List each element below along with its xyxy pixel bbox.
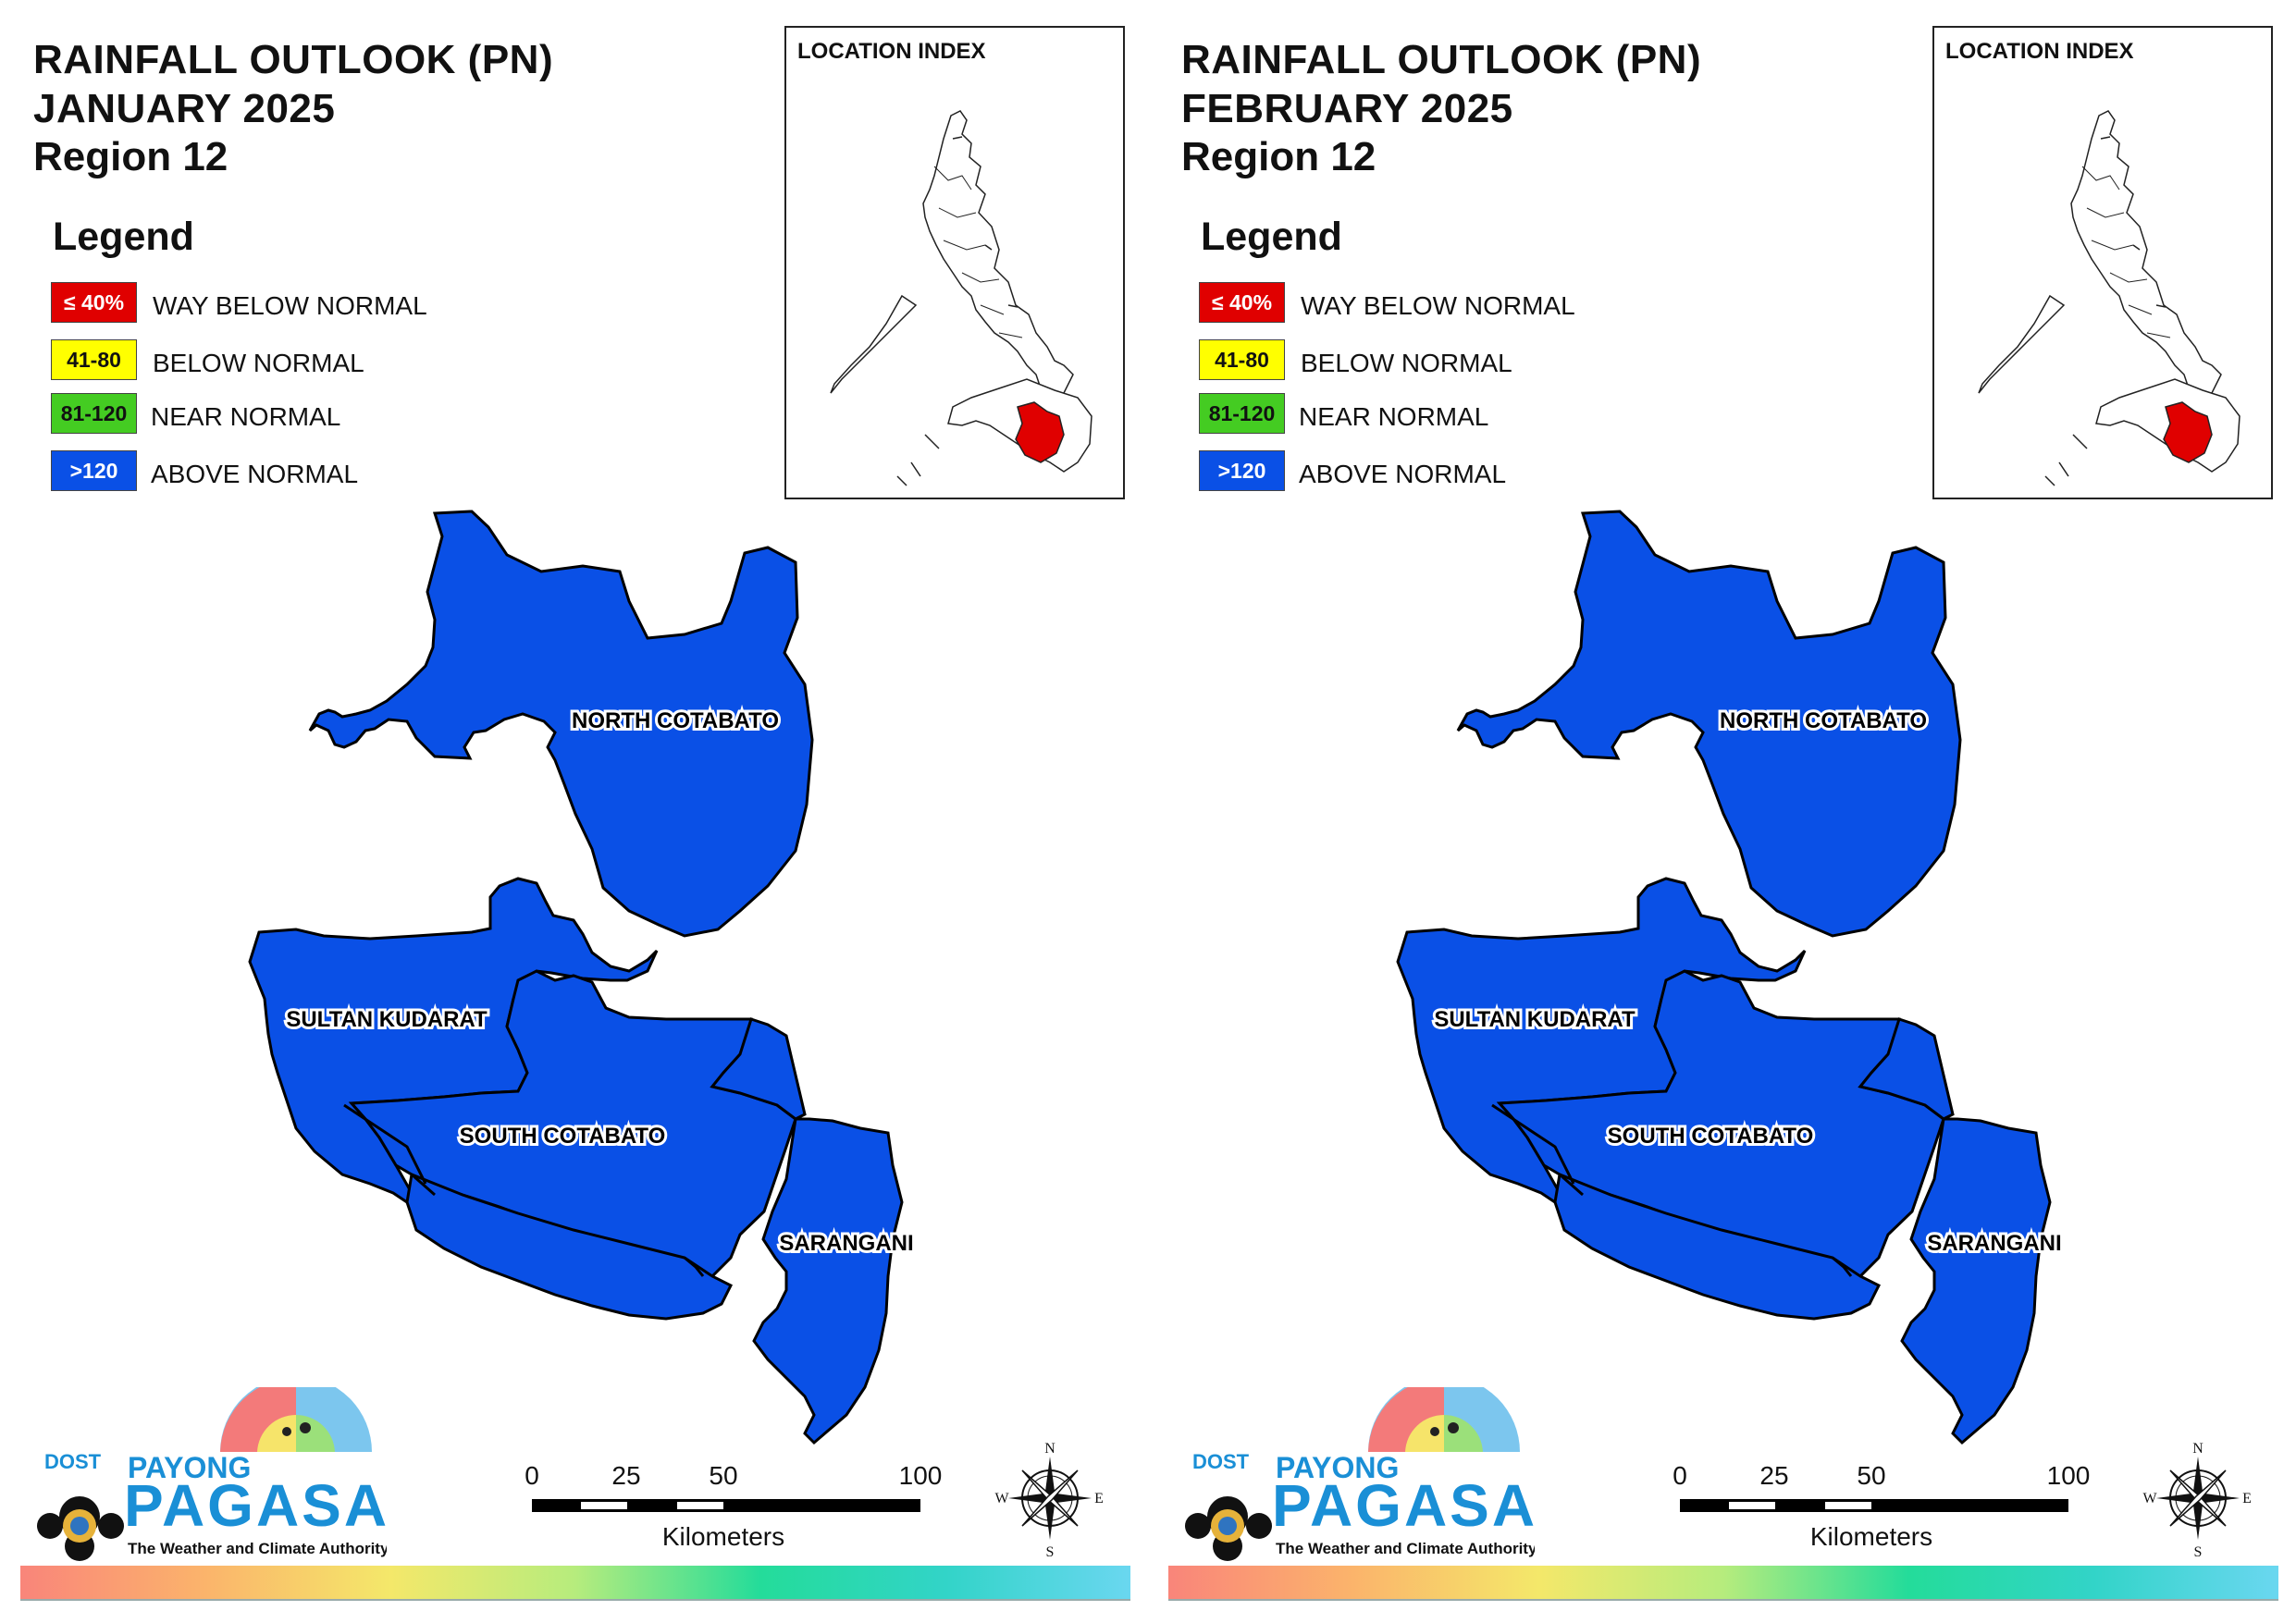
logo-payong: PAYONG: [128, 1451, 251, 1484]
legend-item-below: 41-80 BELOW NORMAL: [51, 339, 495, 382]
legend-item-way-below: ≤ 40% WAY BELOW NORMAL: [1199, 282, 1643, 325]
scale-tick: 100: [899, 1461, 943, 1490]
location-index-inset: LOCATION INDEX: [1932, 26, 2273, 499]
map-period: FEBRUARY 2025: [1181, 86, 1513, 131]
scale-tick: 100: [2047, 1461, 2091, 1490]
inset-title: LOCATION INDEX: [1945, 39, 2134, 64]
scale-tick: 25: [611, 1461, 640, 1490]
scale-unit: Kilometers: [662, 1522, 784, 1551]
color-gradient-bar: [1168, 1566, 2278, 1599]
legend-title: Legend: [53, 215, 194, 259]
legend-label: NEAR NORMAL: [1299, 402, 1489, 431]
label-north-cotabato: NORTH COTABATO: [572, 708, 779, 733]
legend-title: Legend: [1201, 215, 1342, 259]
logo-pagasa: PAGASA: [1272, 1472, 1535, 1539]
legend-swatch: 81-120: [51, 393, 137, 434]
gradient-baseline: [1168, 1599, 2278, 1601]
logo-payong: PAYONG: [1276, 1451, 1399, 1484]
legend-item-above: >120 ABOVE NORMAL: [51, 450, 495, 493]
map-region: Region 12: [1181, 134, 1376, 179]
logo-tagline: The Weather and Climate Authority: [1276, 1540, 1535, 1557]
legend-label: NEAR NORMAL: [151, 402, 341, 431]
panel-january: RAINFALL OUTLOOK (PN) JANUARY 2025 Regio…: [20, 26, 1130, 1601]
compass-rose-icon: N S E W: [994, 1441, 1104, 1558]
label-south-cotabato: SOUTH COTABATO: [460, 1124, 666, 1149]
scale-unit: Kilometers: [1810, 1522, 1932, 1551]
label-south-cotabato: SOUTH COTABATO: [1608, 1124, 1814, 1149]
scale-tick: 50: [709, 1461, 737, 1490]
legend-label: ABOVE NORMAL: [1299, 460, 1507, 488]
map-period: JANUARY 2025: [33, 86, 336, 131]
compass-w: W: [2142, 1491, 2157, 1506]
legend-label: WAY BELOW NORMAL: [153, 291, 427, 320]
legend-item-below: 41-80 BELOW NORMAL: [1199, 339, 1643, 382]
legend-label: ABOVE NORMAL: [151, 460, 359, 488]
legend-label: BELOW NORMAL: [153, 349, 364, 377]
label-sarangani: SARANGANI: [1927, 1231, 2061, 1256]
payong-pagasa-logo: DOST PAYONG PAGASA The Weather and Clima…: [37, 1387, 387, 1561]
legend-label: WAY BELOW NORMAL: [1301, 291, 1575, 320]
payong-pagasa-logo: DOST PAYONG PAGASA The Weather and Clima…: [1185, 1387, 1535, 1561]
legend-swatch: 81-120: [1199, 393, 1285, 434]
logo-dost: DOST: [1192, 1450, 1250, 1473]
scale-tick: 0: [1673, 1461, 1687, 1490]
scale-tick: 0: [525, 1461, 539, 1490]
location-index-inset: LOCATION INDEX: [784, 26, 1125, 499]
color-gradient-bar: [20, 1566, 1130, 1599]
logo-pagasa: PAGASA: [124, 1472, 387, 1539]
inset-title: LOCATION INDEX: [797, 39, 986, 64]
map-title: RAINFALL OUTLOOK (PN): [1181, 37, 1702, 82]
legend-item-above: >120 ABOVE NORMAL: [1199, 450, 1643, 493]
compass-rose-icon: N S E W: [2142, 1441, 2252, 1558]
scale-bar: 0 25 50 100 Kilometers: [525, 1461, 943, 1551]
region-12-map: NORTH COTABATO SULTAN KUDARAT SOUTH COTA…: [248, 510, 914, 1445]
legend-item-near: 81-120 NEAR NORMAL: [51, 393, 495, 436]
label-north-cotabato: NORTH COTABATO: [1720, 708, 1927, 733]
logo-dost: DOST: [44, 1450, 102, 1473]
compass-e: E: [2242, 1491, 2252, 1506]
legend-item-near: 81-120 NEAR NORMAL: [1199, 393, 1643, 436]
legend-swatch: ≤ 40%: [1199, 282, 1285, 323]
region-12-map: NORTH COTABATO SULTAN KUDARAT SOUTH COTA…: [1396, 510, 2065, 1445]
compass-n: N: [1044, 1441, 1055, 1457]
map-title: RAINFALL OUTLOOK (PN): [33, 37, 554, 82]
gradient-baseline: [20, 1599, 1130, 1601]
compass-n: N: [2192, 1441, 2203, 1457]
legend-swatch: 41-80: [51, 339, 137, 380]
scale-tick: 25: [1759, 1461, 1788, 1490]
legend-label: BELOW NORMAL: [1301, 349, 1512, 377]
label-sultan-kudarat: SULTAN KUDARAT: [1434, 1007, 1636, 1032]
legend-swatch: >120: [1199, 450, 1285, 491]
compass-e: E: [1094, 1491, 1104, 1506]
legend-swatch: >120: [51, 450, 137, 491]
scale-bar: 0 25 50 100 Kilometers: [1673, 1461, 2091, 1551]
legend-item-way-below: ≤ 40% WAY BELOW NORMAL: [51, 282, 495, 325]
compass-s: S: [2194, 1544, 2203, 1558]
legend-swatch: 41-80: [1199, 339, 1285, 380]
logo-tagline: The Weather and Climate Authority: [128, 1540, 387, 1557]
compass-s: S: [1046, 1544, 1055, 1558]
scale-tick: 50: [1857, 1461, 1885, 1490]
legend-swatch: ≤ 40%: [51, 282, 137, 323]
label-sultan-kudarat: SULTAN KUDARAT: [286, 1007, 488, 1032]
compass-w: W: [994, 1491, 1009, 1506]
label-sarangani: SARANGANI: [779, 1231, 913, 1256]
map-region: Region 12: [33, 134, 228, 179]
panel-february: RAINFALL OUTLOOK (PN) FEBRUARY 2025 Regi…: [1148, 0, 2296, 1623]
